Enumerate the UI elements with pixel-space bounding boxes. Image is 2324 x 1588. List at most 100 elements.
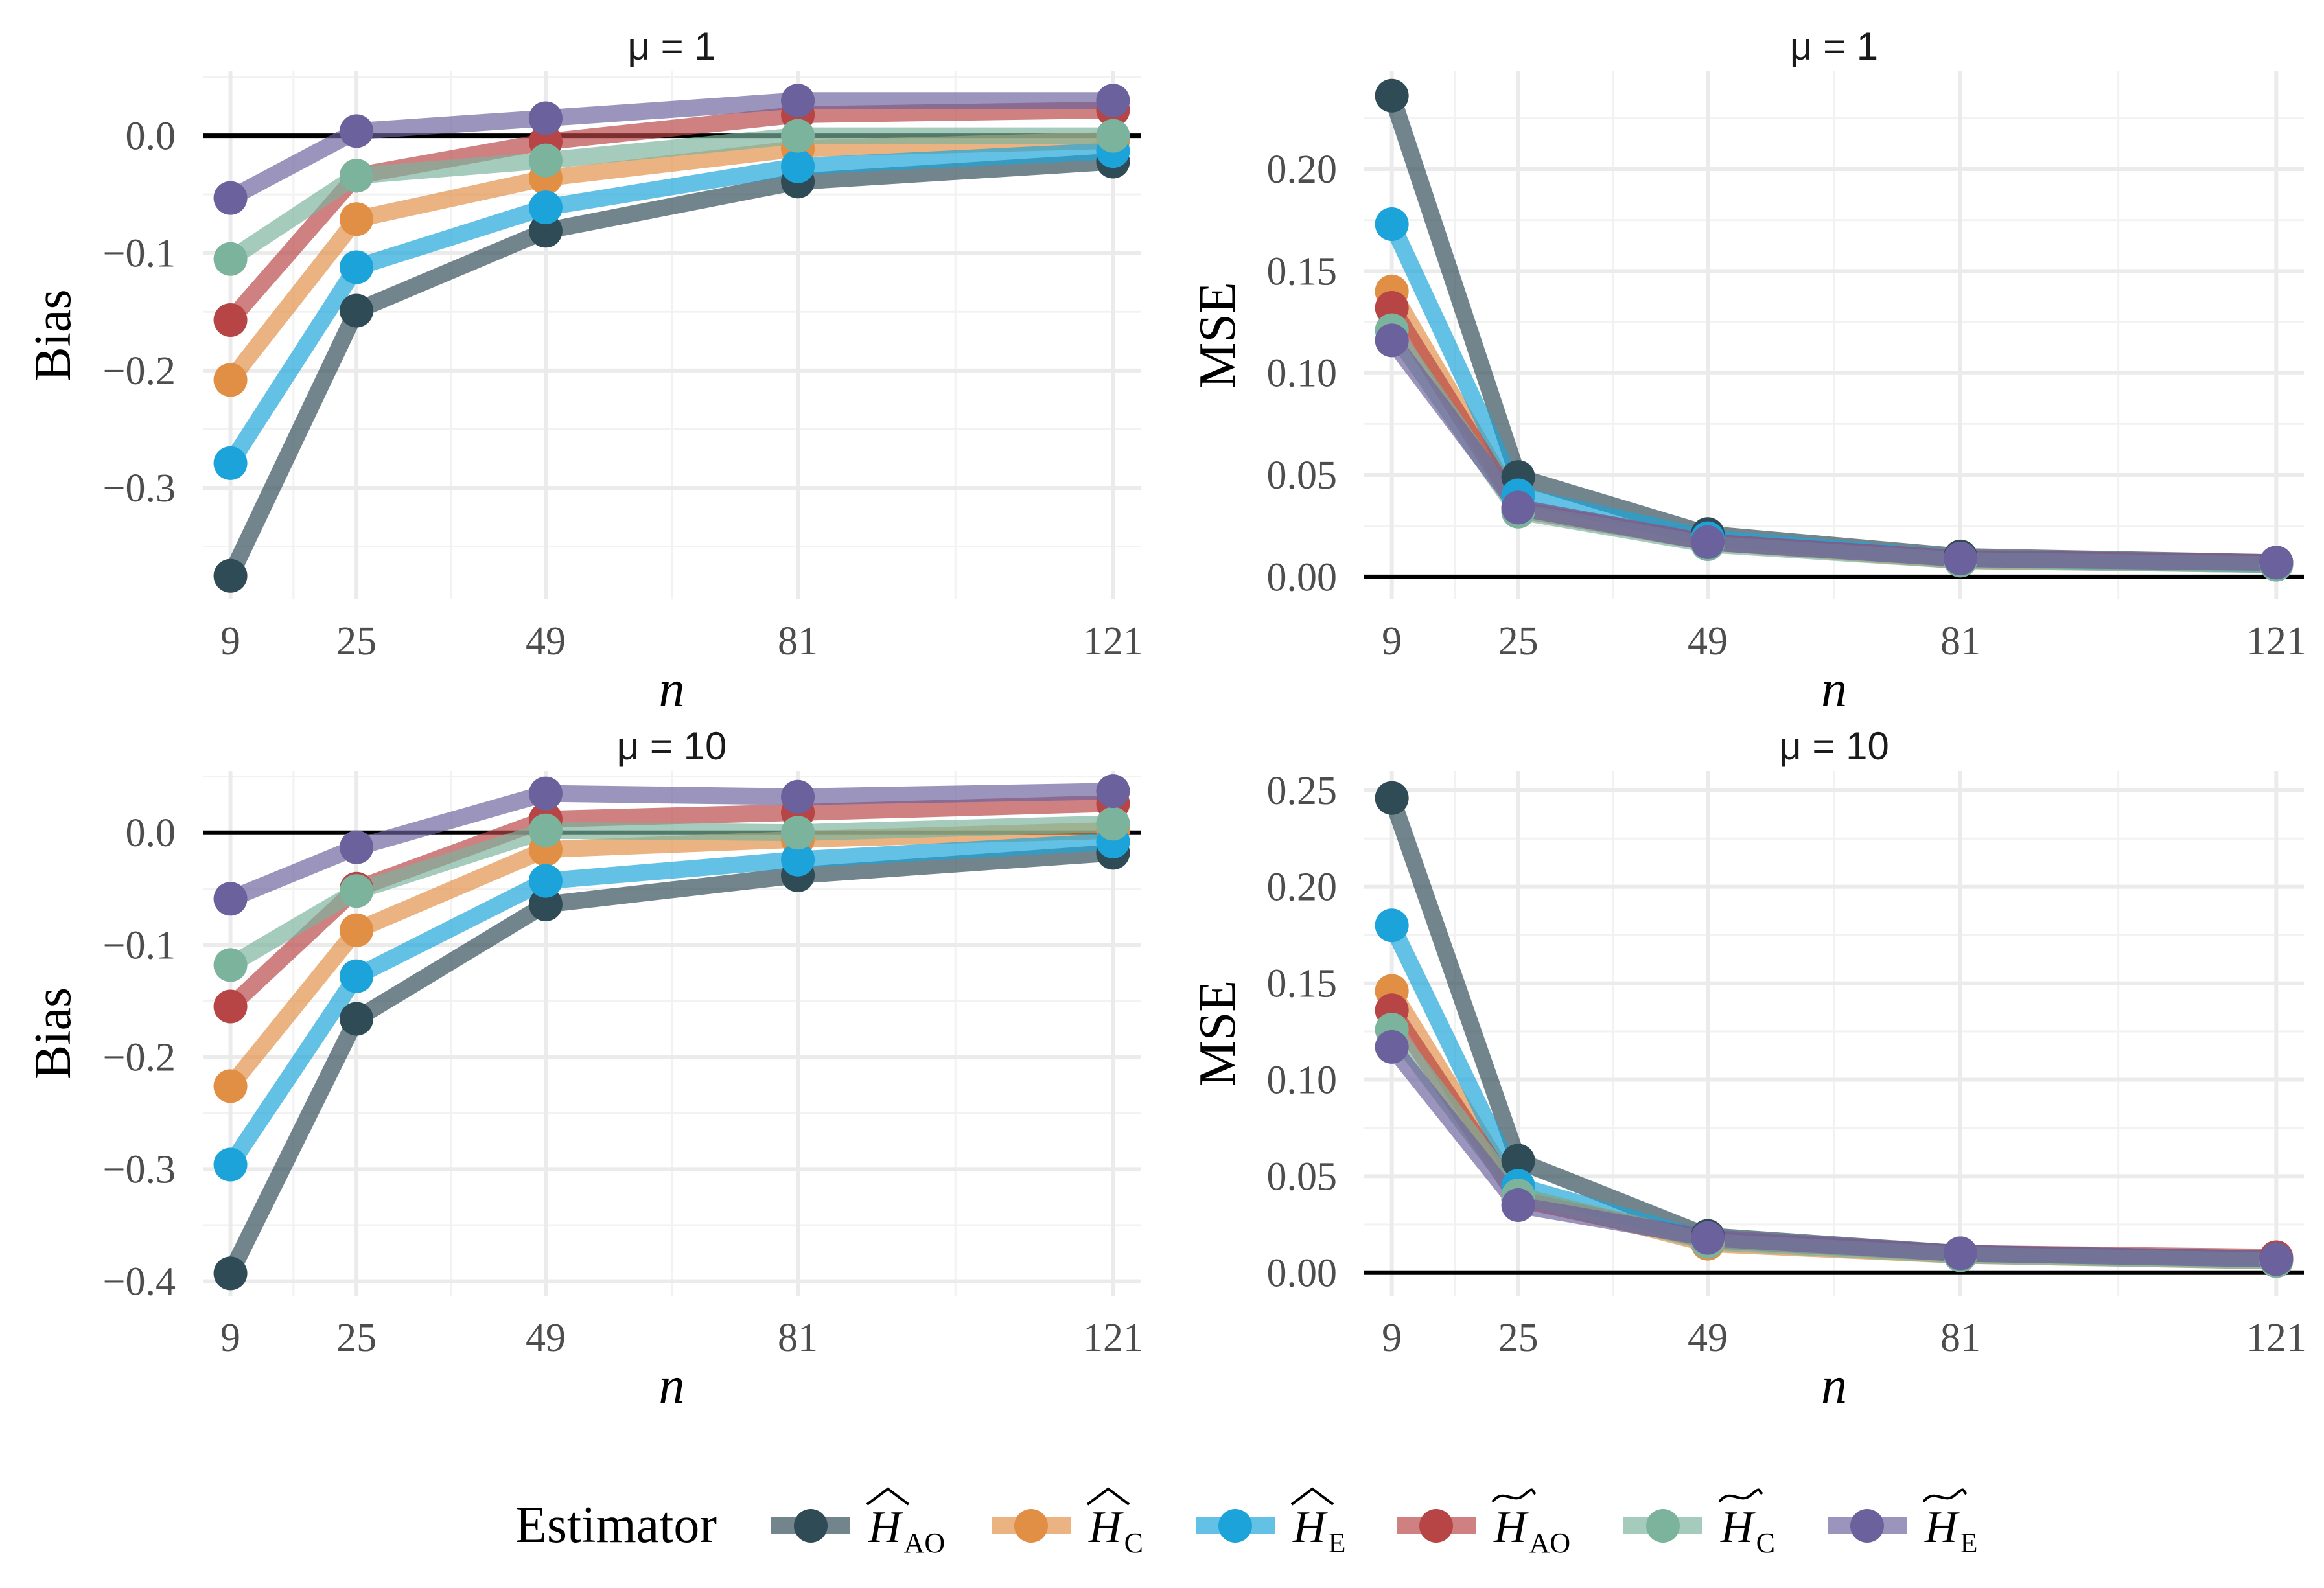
x-tick-label: 25	[1498, 1316, 1539, 1360]
data-point-H_AO_hat	[1375, 781, 1409, 815]
data-point-H_C_tilde	[340, 159, 374, 193]
y-tick-label: −0.3	[103, 1147, 176, 1191]
x-tick-label: 121	[1083, 1316, 1143, 1360]
y-axis-label: MSE	[1189, 282, 1246, 389]
y-tick-label: 0.00	[1267, 1251, 1338, 1295]
y-tick-label: 0.10	[1267, 1058, 1338, 1102]
data-point-H_AO_tilde	[213, 303, 248, 337]
data-point-H_E_hat	[1375, 207, 1409, 242]
data-point-H_AO_hat	[213, 558, 248, 593]
tilde-accent-icon	[1491, 1488, 1537, 1503]
data-point-H_E_tilde	[340, 114, 374, 148]
data-point-H_E_tilde	[1501, 490, 1535, 525]
tilde-accent-icon	[1922, 1488, 1968, 1503]
y-tick-label: 0.15	[1267, 249, 1338, 293]
x-axis-label: n	[659, 1357, 685, 1414]
data-point-H_E_tilde	[2259, 1242, 2294, 1276]
legend-subscript: C	[1124, 1527, 1143, 1559]
legend-point	[794, 1509, 828, 1543]
data-point-H_E_tilde	[1943, 542, 1977, 576]
legend-item-H_C_tilde: HC	[1623, 1488, 1775, 1559]
data-point-H_C_tilde	[213, 948, 248, 982]
panel-title: μ = 1	[627, 25, 715, 68]
data-point-H_E_hat	[1375, 908, 1409, 943]
panel-title: μ = 10	[1779, 724, 1889, 768]
data-point-H_E_tilde	[213, 181, 248, 215]
legend-item-H_E_hat: HE	[1196, 1487, 1345, 1559]
hat-accent-icon	[866, 1487, 910, 1506]
y-tick-label: −0.4	[103, 1260, 176, 1304]
x-tick-label: 81	[778, 619, 818, 663]
y-axis-label: MSE	[1189, 980, 1246, 1087]
legend-subscript: E	[1960, 1527, 1978, 1559]
x-tick-label: 9	[220, 1316, 240, 1360]
data-point-H_E_tilde	[1501, 1188, 1535, 1223]
panel-2: 0.00 0.05 0.10 0.15 0.20 9 25 49 81 121 μ = 1 n MSE	[1189, 25, 2307, 718]
y-tick-label: 0.20	[1267, 866, 1338, 910]
y-axis-label: Bias	[25, 289, 82, 381]
data-point-H_E_tilde	[528, 101, 563, 135]
y-tick-label: 0.10	[1267, 352, 1338, 396]
legend-subscript: AO	[1529, 1527, 1571, 1559]
data-point-H_C_tilde	[528, 813, 563, 847]
data-point-H_E_hat	[213, 446, 248, 480]
data-point-H_C_hat	[213, 363, 248, 397]
data-point-H_E_tilde	[1691, 525, 1725, 559]
data-point-H_E_tilde	[340, 830, 374, 864]
x-tick-label: 81	[778, 1316, 818, 1360]
x-tick-label: 25	[1498, 619, 1539, 663]
y-tick-label: 0.20	[1267, 148, 1338, 192]
x-tick-label: 25	[336, 619, 377, 663]
panel-1: 0.0 −0.1 −0.2 −0.3 9 25 49 81 121 μ = 1 n Bias	[25, 25, 1143, 718]
data-point-H_AO_hat	[1375, 78, 1409, 113]
data-point-H_E_hat	[213, 1147, 248, 1182]
data-point-H_E_tilde	[1375, 323, 1409, 358]
data-point-H_E_hat	[528, 190, 563, 225]
data-point-H_C_hat	[340, 202, 374, 236]
data-point-H_E_tilde	[2259, 546, 2294, 580]
data-point-H_E_tilde	[1375, 1030, 1409, 1064]
tilde-accent-icon	[1718, 1488, 1763, 1503]
data-point-H_E_tilde	[528, 776, 563, 811]
legend-point	[1419, 1509, 1453, 1543]
data-point-H_AO_hat	[340, 293, 374, 328]
legend-subscript: C	[1756, 1527, 1775, 1559]
panel-title: μ = 1	[1790, 25, 1878, 68]
data-point-H_E_tilde	[213, 882, 248, 916]
y-tick-label: 0.05	[1267, 454, 1338, 498]
data-point-H_E_tilde	[1096, 84, 1130, 118]
y-tick-label: 0.25	[1267, 769, 1338, 813]
x-axis-label: n	[659, 661, 685, 718]
data-point-H_E_tilde	[781, 84, 815, 118]
legend-point	[1218, 1509, 1252, 1543]
data-point-H_C_tilde	[528, 143, 563, 178]
data-point-H_AO_hat	[528, 214, 563, 248]
data-point-H_C_hat	[213, 1069, 248, 1103]
legend-point	[1014, 1509, 1048, 1543]
y-tick-label: 0.0	[126, 115, 176, 159]
data-point-H_C_tilde	[213, 242, 248, 276]
x-tick-label: 9	[220, 619, 240, 663]
x-tick-label: 25	[336, 1316, 377, 1360]
y-axis-label: Bias	[25, 987, 82, 1079]
x-tick-label: 121	[1083, 619, 1143, 663]
data-point-H_E_hat	[781, 842, 815, 877]
x-axis-label: n	[1821, 1357, 1847, 1414]
data-point-H_AO_hat	[528, 887, 563, 921]
hat-accent-icon	[1290, 1487, 1334, 1506]
y-tick-label: −0.2	[103, 1035, 176, 1079]
hat-accent-icon	[1086, 1487, 1130, 1506]
y-tick-label: 0.05	[1267, 1155, 1338, 1199]
x-tick-label: 49	[1688, 1316, 1728, 1360]
data-point-H_E_tilde	[1096, 774, 1130, 809]
data-point-H_AO_hat	[1501, 1144, 1535, 1178]
x-tick-label: 49	[526, 1316, 566, 1360]
data-point-H_AO_hat	[340, 1002, 374, 1036]
data-point-H_C_tilde	[340, 874, 374, 908]
legend-subscript: AO	[904, 1527, 946, 1559]
panel-3: 0.0 −0.1 −0.2 −0.3 −0.4 9 25 49 81 121 μ = 10 n Bias	[25, 724, 1143, 1414]
x-tick-label: 121	[2246, 1316, 2307, 1360]
x-axis-label: n	[1821, 661, 1847, 718]
legend-item-H_C_hat: HC	[992, 1487, 1143, 1559]
